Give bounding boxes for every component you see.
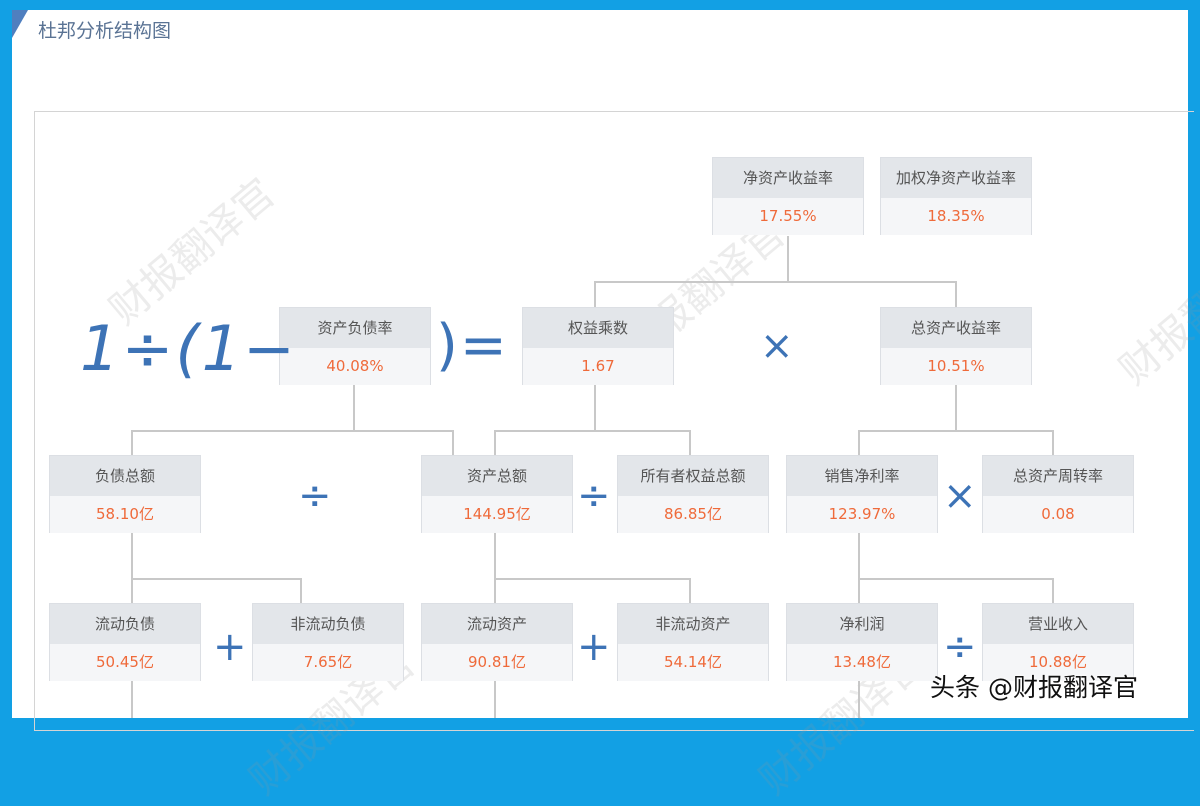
box-roa[interactable]: 总资产收益率 10.51%: [880, 307, 1032, 385]
box-label: 流动负债: [50, 604, 200, 644]
box-value: 144.95亿: [422, 496, 572, 533]
divide-operator: ÷: [298, 473, 332, 519]
corner-marker: [12, 10, 28, 38]
page-title: 杜邦分析结构图: [38, 20, 172, 42]
times-operator: ×: [760, 323, 794, 369]
box-value: 86.85亿: [618, 496, 768, 533]
box-label: 资产总额: [422, 456, 572, 496]
box-label: 净资产收益率: [713, 158, 863, 198]
box-value: 10.88亿: [983, 644, 1133, 681]
connector-line: [494, 578, 691, 580]
box-value: 50.45亿: [50, 644, 200, 681]
box-current-assets[interactable]: 流动资产 90.81亿: [421, 603, 573, 681]
box-total-equity[interactable]: 所有者权益总额 86.85亿: [617, 455, 769, 533]
box-current-liabilities[interactable]: 流动负债 50.45亿: [49, 603, 201, 681]
connector-line: [131, 532, 133, 603]
box-label: 非流动负债: [253, 604, 403, 644]
connector-line: [858, 430, 860, 455]
box-revenue[interactable]: 营业收入 10.88亿: [982, 603, 1134, 681]
box-weighted-roe[interactable]: 加权净资产收益率 18.35%: [880, 157, 1032, 235]
times-operator: ×: [943, 473, 977, 519]
connector-line: [131, 578, 302, 580]
box-asset-turnover[interactable]: 总资产周转率 0.08: [982, 455, 1134, 533]
connector-line: [131, 681, 133, 718]
box-value: 10.51%: [881, 348, 1031, 385]
formula-left: 1÷(1−: [80, 312, 297, 385]
box-label: 所有者权益总额: [618, 456, 768, 496]
connector-line: [494, 681, 496, 718]
box-label: 资产负债率: [280, 308, 430, 348]
box-value: 123.97%: [787, 496, 937, 533]
box-equity-multiplier[interactable]: 权益乘数 1.67: [522, 307, 674, 385]
connector-line: [858, 532, 860, 603]
box-label: 权益乘数: [523, 308, 673, 348]
connector-line: [955, 281, 957, 307]
connector-line: [858, 578, 1054, 580]
connector-line: [494, 430, 496, 455]
box-value: 13.48亿: [787, 644, 937, 681]
connector-line: [1052, 578, 1054, 603]
box-label: 流动资产: [422, 604, 572, 644]
connector-line: [594, 384, 596, 430]
plus-operator: +: [213, 624, 247, 670]
connector-line: [594, 281, 596, 307]
plus-operator: +: [577, 624, 611, 670]
connector-line: [858, 681, 860, 718]
box-value: 1.67: [523, 348, 673, 385]
connector-line: [689, 578, 691, 603]
connector-line: [452, 430, 454, 455]
box-noncurrent-assets[interactable]: 非流动资产 54.14亿: [617, 603, 769, 681]
box-value: 7.65亿: [253, 644, 403, 681]
box-label: 营业收入: [983, 604, 1133, 644]
box-value: 40.08%: [280, 348, 430, 385]
connector-line: [494, 532, 496, 603]
connector-line: [594, 281, 956, 283]
box-value: 18.35%: [881, 198, 1031, 235]
connector-line: [353, 384, 355, 430]
connector-line: [131, 430, 133, 455]
box-value: 58.10亿: [50, 496, 200, 533]
box-value: 0.08: [983, 496, 1133, 533]
connector-line: [494, 430, 691, 432]
box-value: 17.55%: [713, 198, 863, 235]
box-net-margin[interactable]: 销售净利率 123.97%: [786, 455, 938, 533]
connector-line: [955, 384, 957, 430]
box-label: 总资产收益率: [881, 308, 1031, 348]
box-value: 90.81亿: [422, 644, 572, 681]
connector-line: [689, 430, 691, 455]
box-label: 负债总额: [50, 456, 200, 496]
box-total-assets[interactable]: 资产总额 144.95亿: [421, 455, 573, 533]
connector-line: [131, 430, 454, 432]
box-debt-ratio[interactable]: 资产负债率 40.08%: [279, 307, 431, 385]
box-label: 加权净资产收益率: [881, 158, 1031, 198]
source-watermark: 头条 @财报翻译官: [930, 673, 1138, 702]
divide-operator: ÷: [577, 473, 611, 519]
box-value: 54.14亿: [618, 644, 768, 681]
connector-line: [1052, 430, 1054, 455]
box-label: 总资产周转率: [983, 456, 1133, 496]
connector-line: [858, 430, 1054, 432]
box-label: 非流动资产: [618, 604, 768, 644]
box-label: 净利润: [787, 604, 937, 644]
box-noncurrent-liabilities[interactable]: 非流动负债 7.65亿: [252, 603, 404, 681]
connector-line: [787, 236, 789, 282]
divide-operator: ÷: [943, 624, 977, 670]
box-total-liabilities[interactable]: 负债总额 58.10亿: [49, 455, 201, 533]
box-net-profit[interactable]: 净利润 13.48亿: [786, 603, 938, 681]
formula-right: )=: [436, 313, 509, 378]
box-roe[interactable]: 净资产收益率 17.55%: [712, 157, 864, 235]
connector-line: [300, 578, 302, 603]
box-label: 销售净利率: [787, 456, 937, 496]
